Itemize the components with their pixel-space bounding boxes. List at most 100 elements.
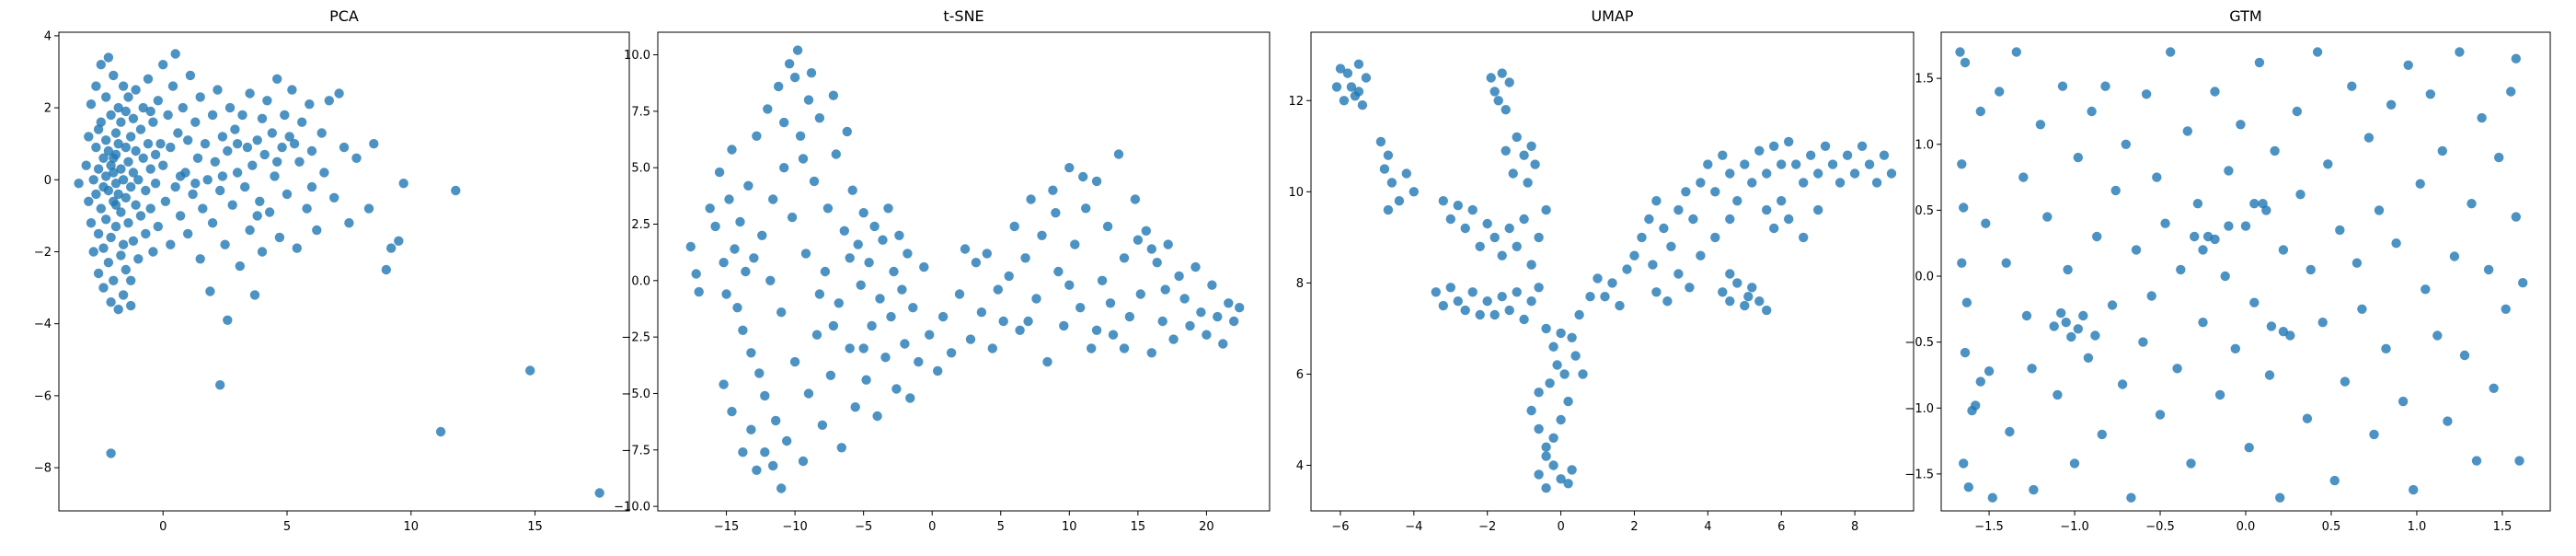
y-tick-label: 0.0 [631,274,650,288]
scatter-point [867,320,877,331]
scatter-point [1353,87,1364,97]
scatter-point [1119,253,1130,263]
chart-title: GTM [2229,7,2261,25]
scatter-point [1020,253,1030,263]
scatter-point [782,435,792,446]
scatter-point [158,160,168,170]
y-tick-label: 0 [44,174,52,188]
scatter-point [1453,201,1464,211]
scatter-point [705,203,715,214]
scatter-point [131,85,141,95]
scatter-point [2421,284,2431,295]
scatter-point [2224,166,2234,176]
scatter-point [1548,433,1558,443]
scatter-point [732,303,742,313]
scatter-point [880,353,891,363]
scatter-point [1747,283,1757,293]
scatter-point [113,102,123,113]
scatter-point [760,447,770,458]
scatter-point [1740,300,1750,311]
scatter-point [2155,410,2166,420]
scatter-point [1534,232,1544,243]
scatter-point [141,228,151,239]
scatter-point [163,110,173,121]
scatter-point [937,311,949,322]
scatter-point [121,142,131,153]
scatter-point [2312,47,2323,57]
scatter-point [84,196,94,206]
scatter-point [118,175,129,185]
scatter-point [1394,196,1405,206]
scatter-point [451,185,461,196]
scatter-point [2270,145,2280,156]
scatter-point [714,167,725,178]
scatter-point [123,156,133,167]
scatter-point [1168,334,1179,344]
scatter-point [1871,178,1882,188]
scatter-point [284,132,294,142]
scatter-point [2357,304,2367,314]
scatter-point [1409,187,1420,197]
scatter-point [101,92,111,102]
y-tick-label: 5.0 [631,162,650,176]
scatter-point [1467,204,1478,215]
scatter-point [215,380,225,390]
scatter-point [252,135,262,145]
scatter-point [2306,264,2316,275]
scatter-point [1202,330,1212,340]
scatter-point [145,203,155,214]
scatter-point [1157,316,1167,327]
x-tick-label: 8 [1851,520,1858,534]
scatter-point [1141,226,1152,236]
scatter-point [2244,443,2254,453]
scatter-point [2160,218,2170,228]
scatter-point [2374,205,2385,215]
scatter-point [1975,106,1985,117]
scatter-point [110,179,121,189]
scatter-point [2131,245,2142,255]
scatter-point [2483,264,2494,275]
scatter-point [2489,383,2499,393]
scatter-point [106,232,116,243]
scatter-point [1777,159,1787,169]
scatter-point [741,266,751,277]
x-tick-label: 5 [283,520,291,534]
scatter-point [694,286,704,297]
scatter-point [2100,81,2110,91]
scatter-point [828,320,839,331]
scatter-point [1196,307,1206,318]
scatter-point [721,289,731,299]
scatter-point [116,164,126,174]
scatter-point [2352,258,2363,268]
scatter-point [1523,178,1533,188]
scatter-point [217,132,228,142]
scatter-point [1710,187,1720,197]
scatter-point [1563,479,1573,489]
scatter-point [2061,318,2071,328]
scatter-point [784,59,795,69]
scatter-point [306,145,317,156]
chart-panel-0: PCA 0 5 10 15 −8 −6 −4 −2 0 2 4 [34,7,630,534]
scatter-point [2266,321,2277,331]
scatter-point [2518,278,2528,288]
y-tick-label: 4 [44,29,52,43]
scatter-point [1519,314,1529,325]
scatter-point [1031,294,1041,304]
scatter-point [811,330,822,340]
scatter-point [86,218,97,228]
scatter-point [1383,150,1394,160]
scatter-point [1556,474,1566,484]
scatter-point [1102,221,1113,232]
scatter-point [96,60,107,70]
scatter-point [306,181,317,192]
scatter-point [312,225,322,236]
scatter-point [746,424,756,434]
scatter-point [858,208,868,218]
scatter-point [1504,305,1514,316]
scatter-point [1975,376,1985,387]
x-tick-label: 5 [997,520,1005,534]
scatter-point [1995,87,2005,97]
scatter-point [719,258,729,268]
scatter-point [1960,57,1971,68]
scatter-point [2386,99,2397,110]
